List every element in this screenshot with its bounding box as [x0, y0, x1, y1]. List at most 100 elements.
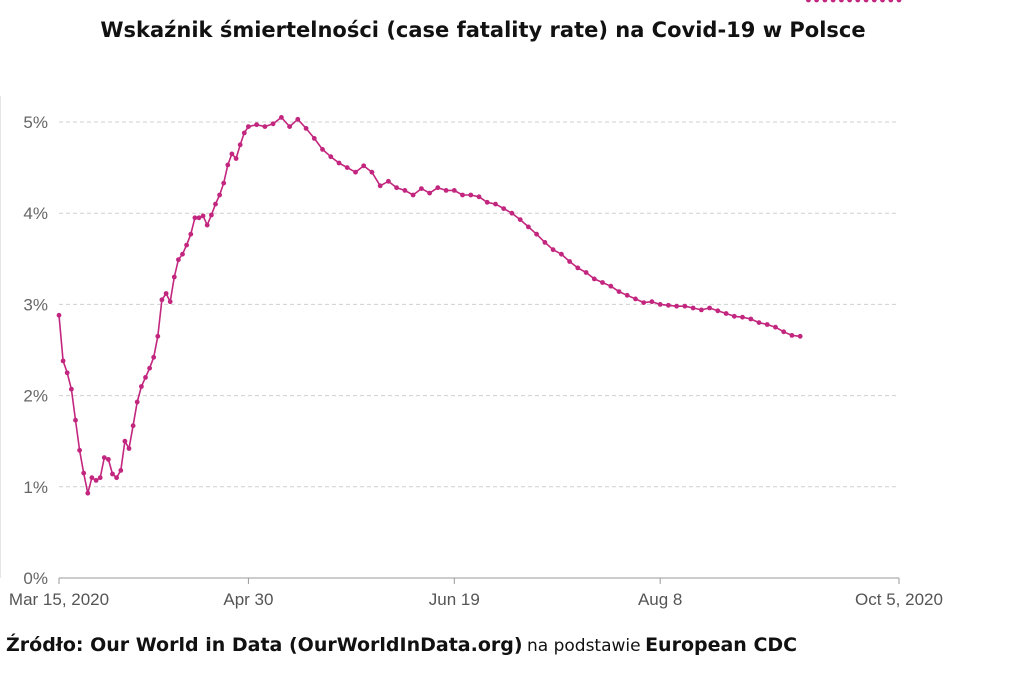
- data-point: [707, 305, 712, 311]
- data-point: [583, 270, 589, 275]
- data-point: [139, 384, 144, 389]
- data-point: [386, 178, 391, 184]
- data-point: [377, 183, 383, 189]
- data-point: [303, 125, 309, 131]
- data-point: [295, 116, 301, 122]
- x-tick-label: Apr 30: [223, 590, 273, 609]
- data-point: [344, 165, 350, 171]
- data-point: [320, 147, 325, 152]
- data-point: [748, 316, 754, 322]
- data-point: [493, 201, 498, 207]
- data-point: [143, 375, 148, 380]
- data-point: [122, 438, 128, 444]
- data-point: [217, 192, 223, 198]
- data-point: [509, 210, 515, 216]
- data-point: [550, 247, 556, 253]
- data-point: [633, 296, 638, 302]
- data-point: [221, 180, 227, 186]
- data-point: [756, 320, 762, 325]
- data-point: [241, 130, 247, 136]
- data-point: [517, 217, 523, 223]
- data-point: [213, 201, 218, 207]
- data-point: [690, 305, 696, 311]
- data-point: [171, 274, 177, 280]
- data-point: [97, 475, 103, 481]
- data-point: [797, 333, 803, 339]
- data-point: [176, 257, 181, 263]
- data-point: [715, 308, 721, 314]
- data-point: [89, 475, 95, 481]
- data-point: [85, 490, 91, 496]
- x-tick-label: Aug 8: [638, 590, 682, 609]
- source-suffix: European CDC: [645, 634, 798, 656]
- data-point: [567, 259, 572, 264]
- data-point: [855, 0, 861, 3]
- data-point: [616, 289, 622, 294]
- data-point: [773, 324, 778, 330]
- data-point: [106, 457, 111, 462]
- y-tick-label: 0%: [23, 569, 48, 588]
- data-point: [559, 251, 564, 257]
- data-point: [608, 283, 614, 289]
- data-point: [134, 399, 140, 405]
- x-tick-label: Jun 19: [429, 590, 480, 609]
- data-point: [649, 299, 655, 305]
- data-point: [361, 163, 367, 169]
- source-note: Źródło: Our World in Data (OurWorldInDat…: [6, 634, 797, 656]
- data-point: [476, 194, 482, 200]
- data-point: [847, 0, 852, 3]
- data-point: [624, 292, 630, 298]
- data-point: [600, 280, 605, 285]
- data-point: [542, 240, 548, 245]
- data-point: [682, 303, 688, 309]
- data-point: [270, 121, 276, 127]
- data-point: [435, 185, 441, 191]
- data-point: [443, 188, 449, 193]
- line-chart: 0% 1% 2% 3% 4% 5% Mar 15, 2020 Apr 30 Jun 19 Aug …: [0, 0, 949, 609]
- data-point: [410, 192, 416, 198]
- data-point: [460, 192, 465, 198]
- data-point: [233, 156, 239, 161]
- data-point: [451, 188, 457, 193]
- data-point: [526, 224, 531, 230]
- data-point: [126, 446, 132, 451]
- data-point: [192, 215, 198, 221]
- data-point: [311, 136, 317, 141]
- data-point: [896, 0, 902, 3]
- data-point: [336, 160, 342, 166]
- data-point: [484, 199, 490, 205]
- data-point: [167, 299, 173, 305]
- data-point: [764, 322, 770, 327]
- data-point: [641, 300, 647, 305]
- data-point: [666, 302, 671, 308]
- data-point: [93, 478, 99, 483]
- data-point: [781, 329, 787, 335]
- data-point: [328, 154, 334, 160]
- y-tick-label: 4%: [23, 204, 48, 223]
- data-point: [130, 423, 136, 429]
- data-point: [353, 169, 358, 175]
- y-tick-label: 5%: [23, 113, 48, 132]
- data-point: [151, 354, 157, 360]
- data-point: [888, 0, 894, 3]
- data-point: [731, 313, 737, 319]
- data-point: [73, 417, 78, 423]
- data-point: [723, 311, 729, 316]
- data-point: [789, 333, 795, 338]
- data-point: [147, 365, 153, 371]
- data-point: [118, 468, 124, 473]
- data-point: [155, 333, 161, 339]
- data-point: [69, 386, 74, 392]
- data-point: [110, 471, 115, 477]
- data-point: [60, 358, 66, 364]
- data-point: [159, 297, 165, 303]
- chart-title: Wskaźnik śmiertelności (case fatality ra…: [100, 18, 866, 42]
- data-point: [200, 213, 206, 219]
- data-point: [427, 190, 432, 196]
- data-point: [880, 0, 885, 3]
- data-point: [657, 302, 663, 307]
- data-point: [534, 231, 539, 237]
- data-point: [163, 291, 169, 296]
- data-point: [501, 206, 507, 212]
- data-point: [871, 0, 877, 3]
